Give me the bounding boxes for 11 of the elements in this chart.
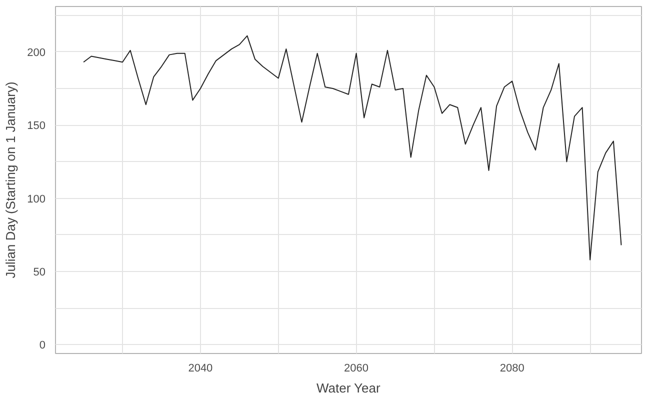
x-tick-label: 2080 bbox=[500, 362, 524, 374]
line-series bbox=[83, 35, 622, 260]
y-axis-title: Julian Day (Starting on 1 January) bbox=[3, 82, 18, 278]
y-tick-label: 0 bbox=[39, 340, 46, 352]
x-axis-title: Water Year bbox=[316, 380, 381, 396]
x-tick-label: 2060 bbox=[344, 362, 369, 374]
y-tick-label: 200 bbox=[27, 46, 46, 59]
y-tick-label: 100 bbox=[27, 193, 46, 206]
x-tick-label: 2040 bbox=[188, 362, 213, 374]
y-tick-label: 50 bbox=[33, 266, 46, 279]
y-tick-label: 150 bbox=[27, 120, 46, 132]
